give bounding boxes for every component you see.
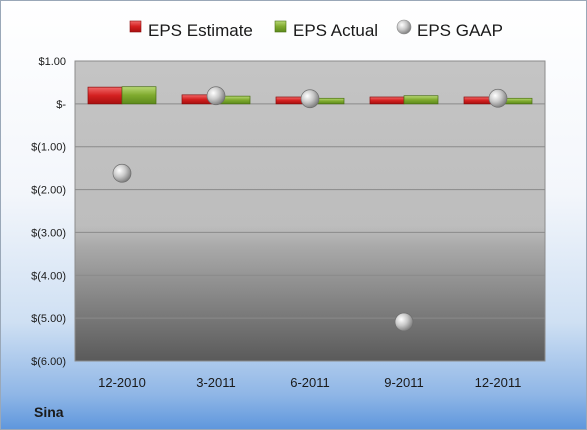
x-category-label: 12-2010 <box>98 375 146 390</box>
marker-eps-gaap <box>112 163 132 183</box>
x-category-label: 12-2011 <box>475 375 522 390</box>
y-tick-label: $(4.00) <box>31 270 66 282</box>
marker-eps-gaap <box>488 88 508 108</box>
legend-swatch-eps-actual <box>274 20 287 33</box>
x-category-label: 6-2011 <box>290 375 330 390</box>
legend-swatch-eps-gaap <box>396 19 412 35</box>
marker-eps-gaap <box>394 312 414 332</box>
marker-eps-gaap <box>300 89 320 109</box>
y-axis-tick-labels: $1.00 $- $(1.00) $(2.00) $(3.00) $(4.00) $(5.0… <box>31 56 66 368</box>
y-tick-label: $(3.00) <box>31 227 66 239</box>
bars <box>87 86 533 105</box>
legend-label-eps-estimate: EPS Estimate <box>148 21 253 40</box>
legend-swatch-eps-estimate <box>129 20 142 33</box>
marker-eps-gaap <box>206 86 226 106</box>
x-axis-category-labels: 12-2010 3-2011 6-2011 9-2011 12-2011 <box>98 375 521 390</box>
bar-eps-estimate <box>369 96 405 105</box>
gaap-markers <box>112 86 508 332</box>
y-tick-label: $(1.00) <box>31 142 66 154</box>
bar-eps-actual <box>403 95 439 105</box>
legend-label-eps-actual: EPS Actual <box>293 21 378 40</box>
bar-eps-actual <box>121 86 157 105</box>
y-tick-label: $(5.00) <box>31 313 66 325</box>
legend: EPS Estimate EPS Actual EPS GAAP <box>129 19 503 40</box>
company-name: Sina <box>34 404 64 420</box>
legend-item-eps-gaap: EPS GAAP <box>396 19 503 40</box>
bar-eps-estimate <box>87 86 123 105</box>
plot-area <box>74 60 546 362</box>
y-tick-label: $(6.00) <box>31 356 66 368</box>
legend-item-eps-estimate: EPS Estimate <box>129 20 253 40</box>
legend-item-eps-actual: EPS Actual <box>274 20 378 40</box>
x-category-label: 3-2011 <box>196 375 236 390</box>
y-tick-label: $1.00 <box>38 56 66 68</box>
y-tick-label: $(2.00) <box>31 185 66 197</box>
y-tick-label: $- <box>56 99 66 111</box>
legend-label-eps-gaap: EPS GAAP <box>417 21 503 40</box>
x-category-label: 9-2011 <box>384 375 424 390</box>
